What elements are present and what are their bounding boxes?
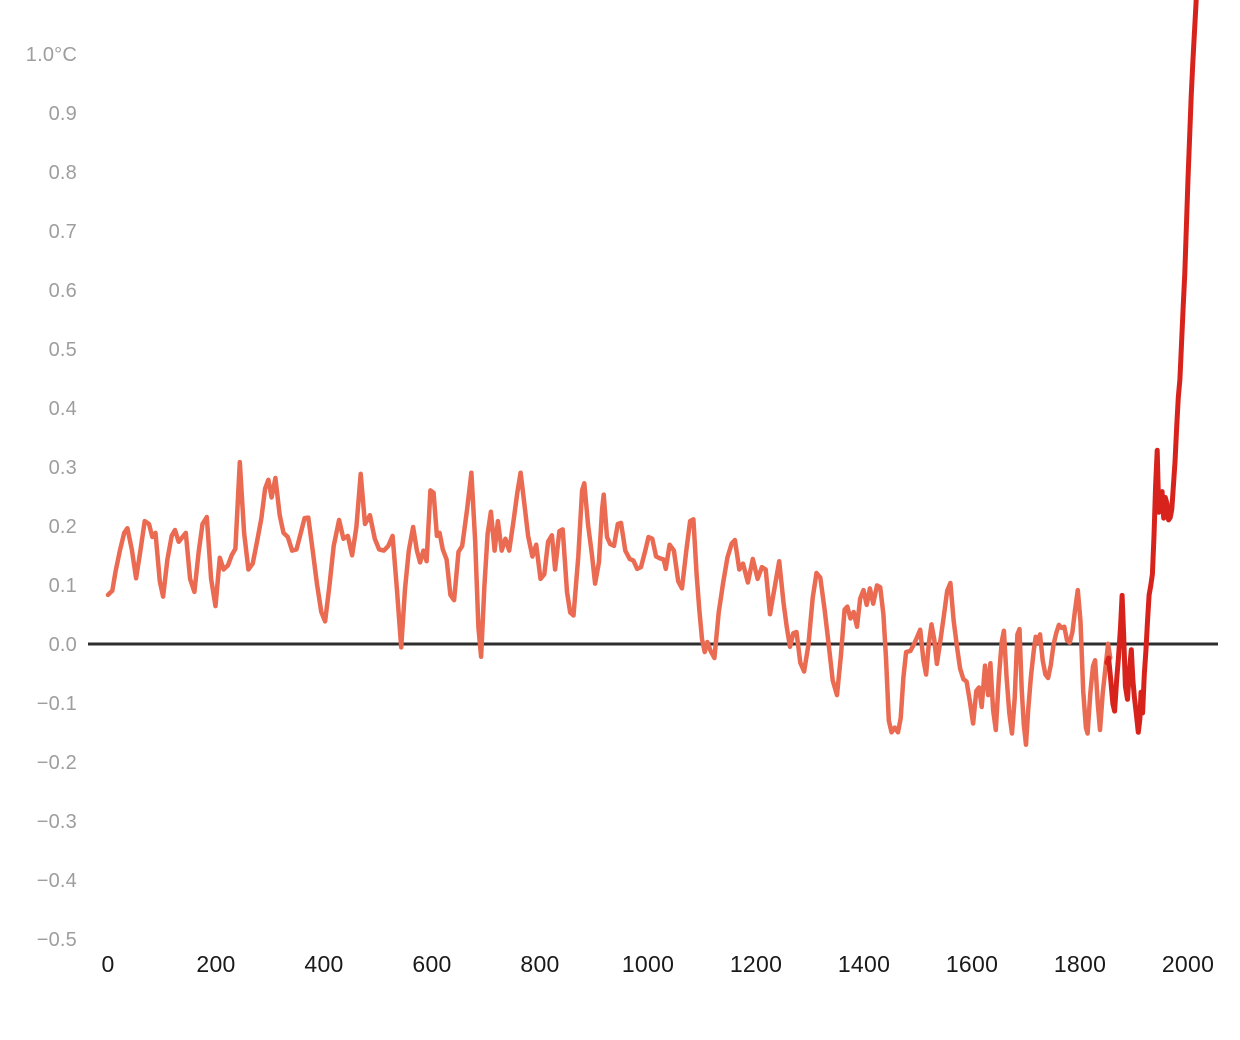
x-tick-label: 1800 <box>1053 951 1107 977</box>
x-tick-label: 600 <box>412 951 452 977</box>
reconstruction-line <box>105 459 1113 747</box>
x-tick-label: 200 <box>196 951 236 977</box>
y-tick-label: −0.2 <box>36 752 77 774</box>
x-tick-label: 400 <box>304 951 344 977</box>
x-tick-label: 1600 <box>945 951 999 977</box>
x-tick-label: 1000 <box>621 951 675 977</box>
x-tick-label: 800 <box>520 951 560 977</box>
y-tick-label: −0.3 <box>36 811 77 833</box>
x-tick-label: 1200 <box>729 951 783 977</box>
x-tick-label: 2000 <box>1161 951 1215 977</box>
y-tick-label: −0.4 <box>36 870 77 892</box>
y-tick-label: 1.0°C <box>25 44 77 66</box>
observed-line <box>1104 0 1199 735</box>
y-tick-label: −0.1 <box>36 693 77 715</box>
y-tick-label: 0.6 <box>48 280 77 302</box>
x-tick-label: 0 <box>101 951 115 977</box>
y-tick-label: 0.1 <box>48 575 77 597</box>
y-tick-label: 0.3 <box>48 457 77 479</box>
y-tick-label: 0.2 <box>48 516 77 538</box>
y-tick-label: 0.7 <box>48 221 77 243</box>
y-tick-label: 0.5 <box>48 339 77 361</box>
y-tick-label: 0.4 <box>48 398 77 420</box>
y-tick-label: 0.9 <box>48 103 77 125</box>
y-tick-label: −0.5 <box>36 929 77 951</box>
x-tick-label: 1400 <box>837 951 891 977</box>
y-tick-label: 0.8 <box>48 162 77 184</box>
y-tick-label: 0.0 <box>48 634 77 656</box>
